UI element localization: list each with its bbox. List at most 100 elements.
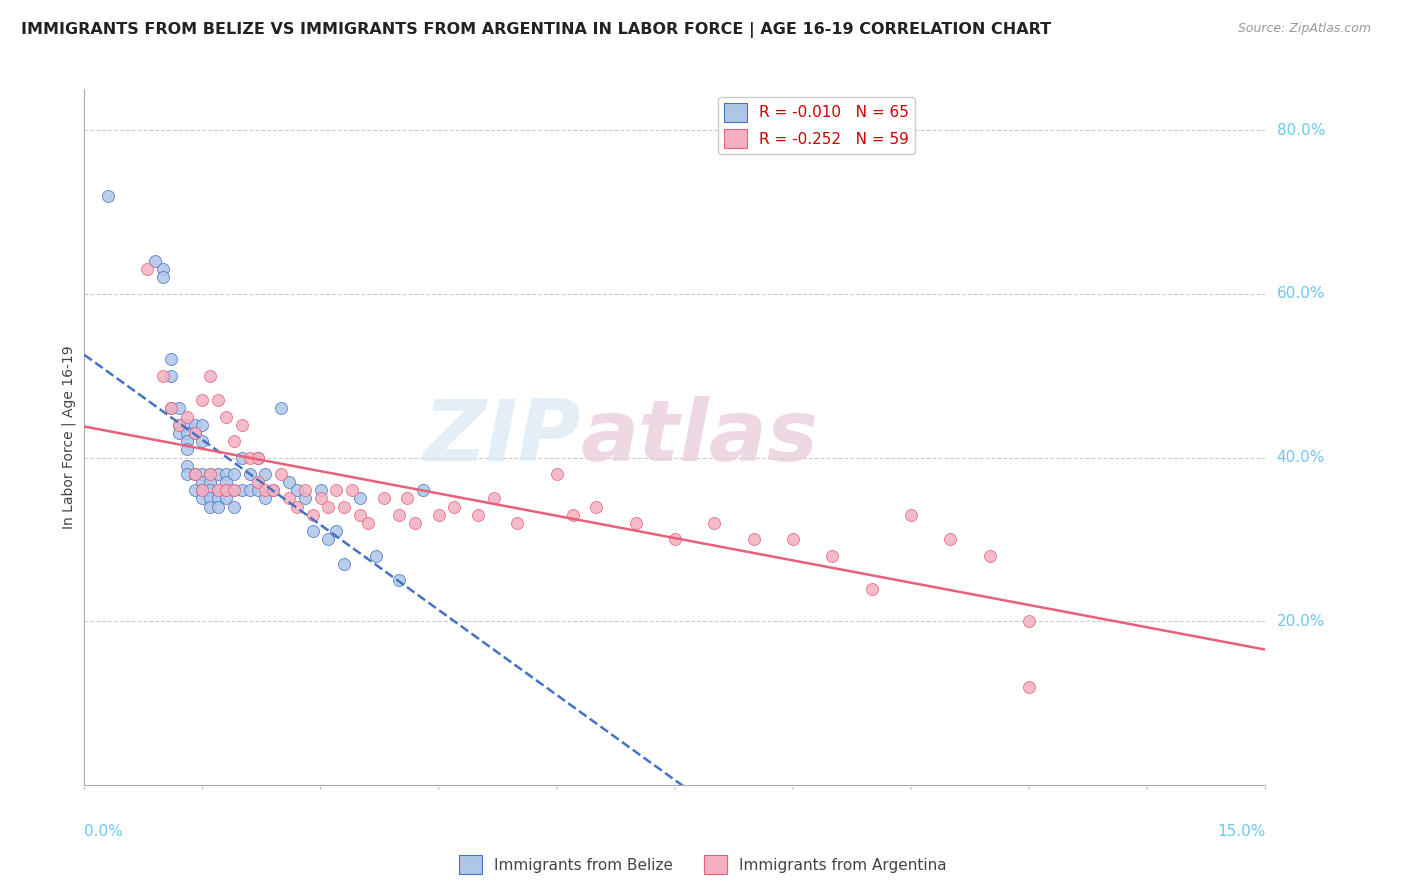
Point [309, 491, 332, 506]
Point [333, 500, 356, 514]
Text: 20.0%: 20.0% [1277, 614, 1324, 629]
Point [160, 352, 183, 367]
Point [239, 450, 262, 465]
Point [152, 368, 174, 383]
Text: ZIP: ZIP [423, 395, 581, 479]
Point [176, 434, 198, 449]
Point [160, 368, 183, 383]
Point [301, 524, 323, 539]
Point [183, 467, 205, 481]
Point [325, 483, 347, 498]
Point [143, 254, 166, 268]
Point [222, 483, 245, 498]
Point [152, 270, 174, 285]
Point [222, 467, 245, 481]
Point [191, 483, 214, 498]
Point [160, 401, 183, 416]
Point [900, 508, 922, 522]
Point [200, 475, 222, 489]
Point [97, 188, 120, 202]
Point [388, 508, 411, 522]
Point [585, 500, 607, 514]
Point [294, 491, 316, 506]
Point [546, 467, 568, 481]
Point [200, 368, 222, 383]
Point [231, 417, 253, 432]
Point [176, 409, 198, 424]
Point [285, 483, 308, 498]
Point [215, 491, 238, 506]
Legend: R = -0.010   N = 65, R = -0.252   N = 59: R = -0.010 N = 65, R = -0.252 N = 59 [718, 97, 915, 154]
Point [325, 524, 347, 539]
Text: Source: ZipAtlas.com: Source: ZipAtlas.com [1237, 22, 1371, 36]
Point [254, 483, 277, 498]
Point [270, 401, 292, 416]
Point [183, 467, 205, 481]
Point [357, 516, 380, 530]
Point [160, 401, 183, 416]
Y-axis label: In Labor Force | Age 16-19: In Labor Force | Age 16-19 [62, 345, 76, 529]
Point [624, 516, 647, 530]
Point [222, 500, 245, 514]
Point [200, 491, 222, 506]
Point [482, 491, 505, 506]
Point [231, 450, 253, 465]
Point [176, 417, 198, 432]
Point [443, 500, 465, 514]
Point [207, 491, 229, 506]
Point [262, 483, 284, 498]
Point [191, 475, 214, 489]
Point [215, 467, 238, 481]
Point [191, 434, 214, 449]
Text: atlas: atlas [581, 395, 818, 479]
Point [349, 491, 371, 506]
Point [427, 508, 450, 522]
Point [278, 491, 301, 506]
Point [191, 393, 214, 408]
Point [309, 483, 332, 498]
Point [364, 549, 387, 563]
Point [222, 434, 245, 449]
Point [467, 508, 489, 522]
Point [215, 409, 238, 424]
Point [200, 467, 222, 481]
Point [183, 425, 205, 440]
Point [412, 483, 434, 498]
Point [207, 467, 229, 481]
Point [167, 417, 190, 432]
Point [262, 483, 284, 498]
Point [246, 450, 269, 465]
Point [404, 516, 426, 530]
Point [318, 500, 340, 514]
Point [191, 417, 214, 432]
Point [278, 475, 301, 489]
Point [939, 533, 962, 547]
Point [373, 491, 395, 506]
Text: 80.0%: 80.0% [1277, 122, 1324, 137]
Point [215, 475, 238, 489]
Point [191, 483, 214, 498]
Point [979, 549, 1001, 563]
Point [782, 533, 804, 547]
Point [191, 491, 214, 506]
Point [191, 467, 214, 481]
Point [207, 500, 229, 514]
Point [222, 483, 245, 498]
Point [254, 467, 277, 481]
Point [703, 516, 725, 530]
Point [664, 533, 686, 547]
Point [183, 467, 205, 481]
Point [207, 483, 229, 498]
Point [176, 467, 198, 481]
Text: 60.0%: 60.0% [1277, 286, 1324, 301]
Point [246, 450, 269, 465]
Point [860, 582, 883, 596]
Text: IMMIGRANTS FROM BELIZE VS IMMIGRANTS FROM ARGENTINA IN LABOR FORCE | AGE 16-19 C: IMMIGRANTS FROM BELIZE VS IMMIGRANTS FRO… [21, 22, 1052, 38]
Point [246, 483, 269, 498]
Point [176, 425, 198, 440]
Point [340, 483, 363, 498]
Point [215, 483, 238, 498]
Point [294, 483, 316, 498]
Point [349, 508, 371, 522]
Point [200, 467, 222, 481]
